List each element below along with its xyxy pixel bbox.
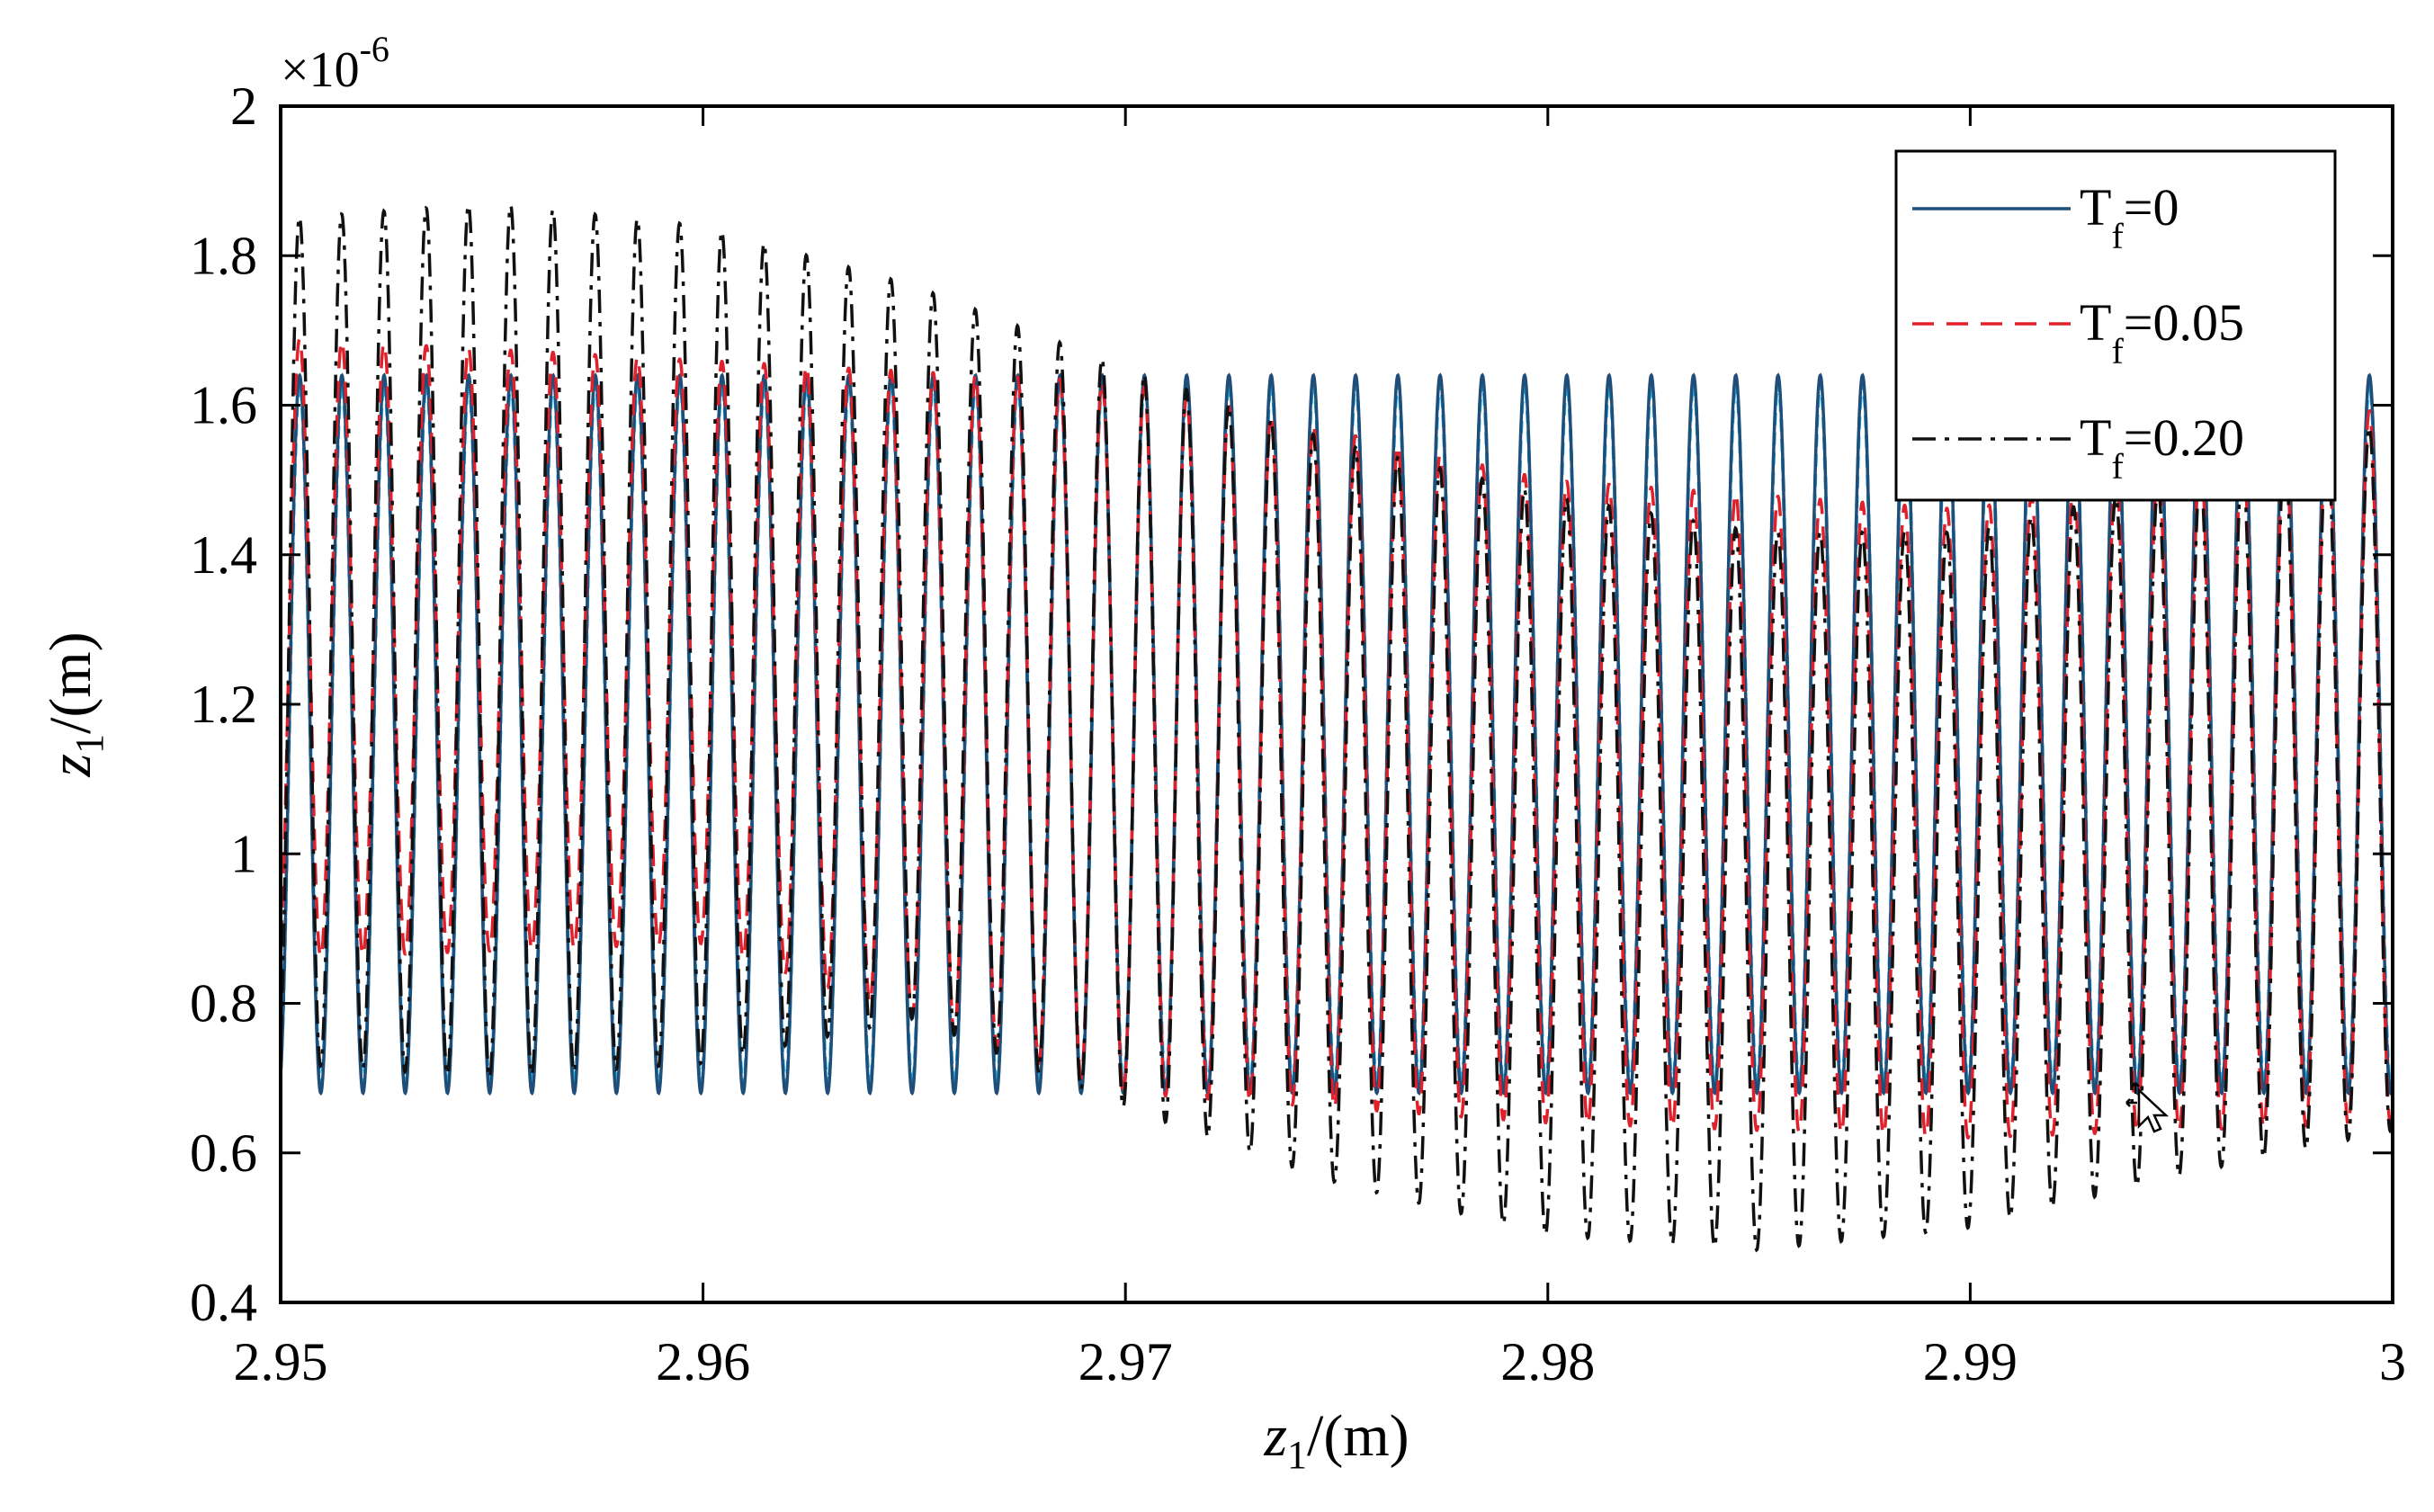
legend: Tf=0 Tf=0.05 Tf=0.20 [1894,149,2337,502]
y-tick-label: 0.8 [190,974,257,1033]
x-tick-label: 2.95 [234,1332,328,1391]
x-tick-label: 2.99 [1923,1332,2018,1391]
legend-label: Tf=0.20 [2080,408,2244,487]
legend-label: Tf=0.05 [2080,293,2244,371]
series-line-tf-0-20 [279,202,2394,1253]
series-line-tf-0-05 [279,336,2394,1140]
y-tick-label: 1.8 [190,226,257,285]
legend-label: Tf=0 [2080,178,2179,256]
y-tick-label: 2 [230,76,257,136]
legend-entry: Tf=0 [1912,178,2179,256]
x-tick-label: 2.98 [1500,1332,1595,1391]
legend-entry: Tf=0.20 [1912,408,2244,487]
legend-entry: Tf=0.05 [1912,293,2244,371]
plot-lines [279,202,2394,1253]
mouse-cursor-icon [2125,1082,2170,1133]
x-tick-label: 2.96 [656,1332,750,1391]
y-tick-label: 1.2 [190,675,257,734]
y-tick-label: 0.4 [190,1273,257,1332]
x-axis-title: z1/(m) [1263,1403,1409,1477]
y-tick-label: 1 [230,824,257,883]
y-tick-label: 1.6 [190,376,257,435]
y-scale-exponent-label: ×10-6 [281,29,389,98]
x-tick-label: 2.97 [1078,1332,1173,1391]
y-axis-title: z1/(m) [38,631,112,777]
y-tick-label: 0.6 [190,1123,257,1183]
y-tick-label: 1.4 [190,525,257,585]
x-tick-label: 3 [2379,1332,2406,1391]
y-ticks: 0.4 0.6 0.8 1 1.2 1.4 1.6 1.8 2 [190,76,2393,1332]
x-ticks: 2.95 2.96 2.97 2.98 2.99 3 [234,106,2406,1391]
